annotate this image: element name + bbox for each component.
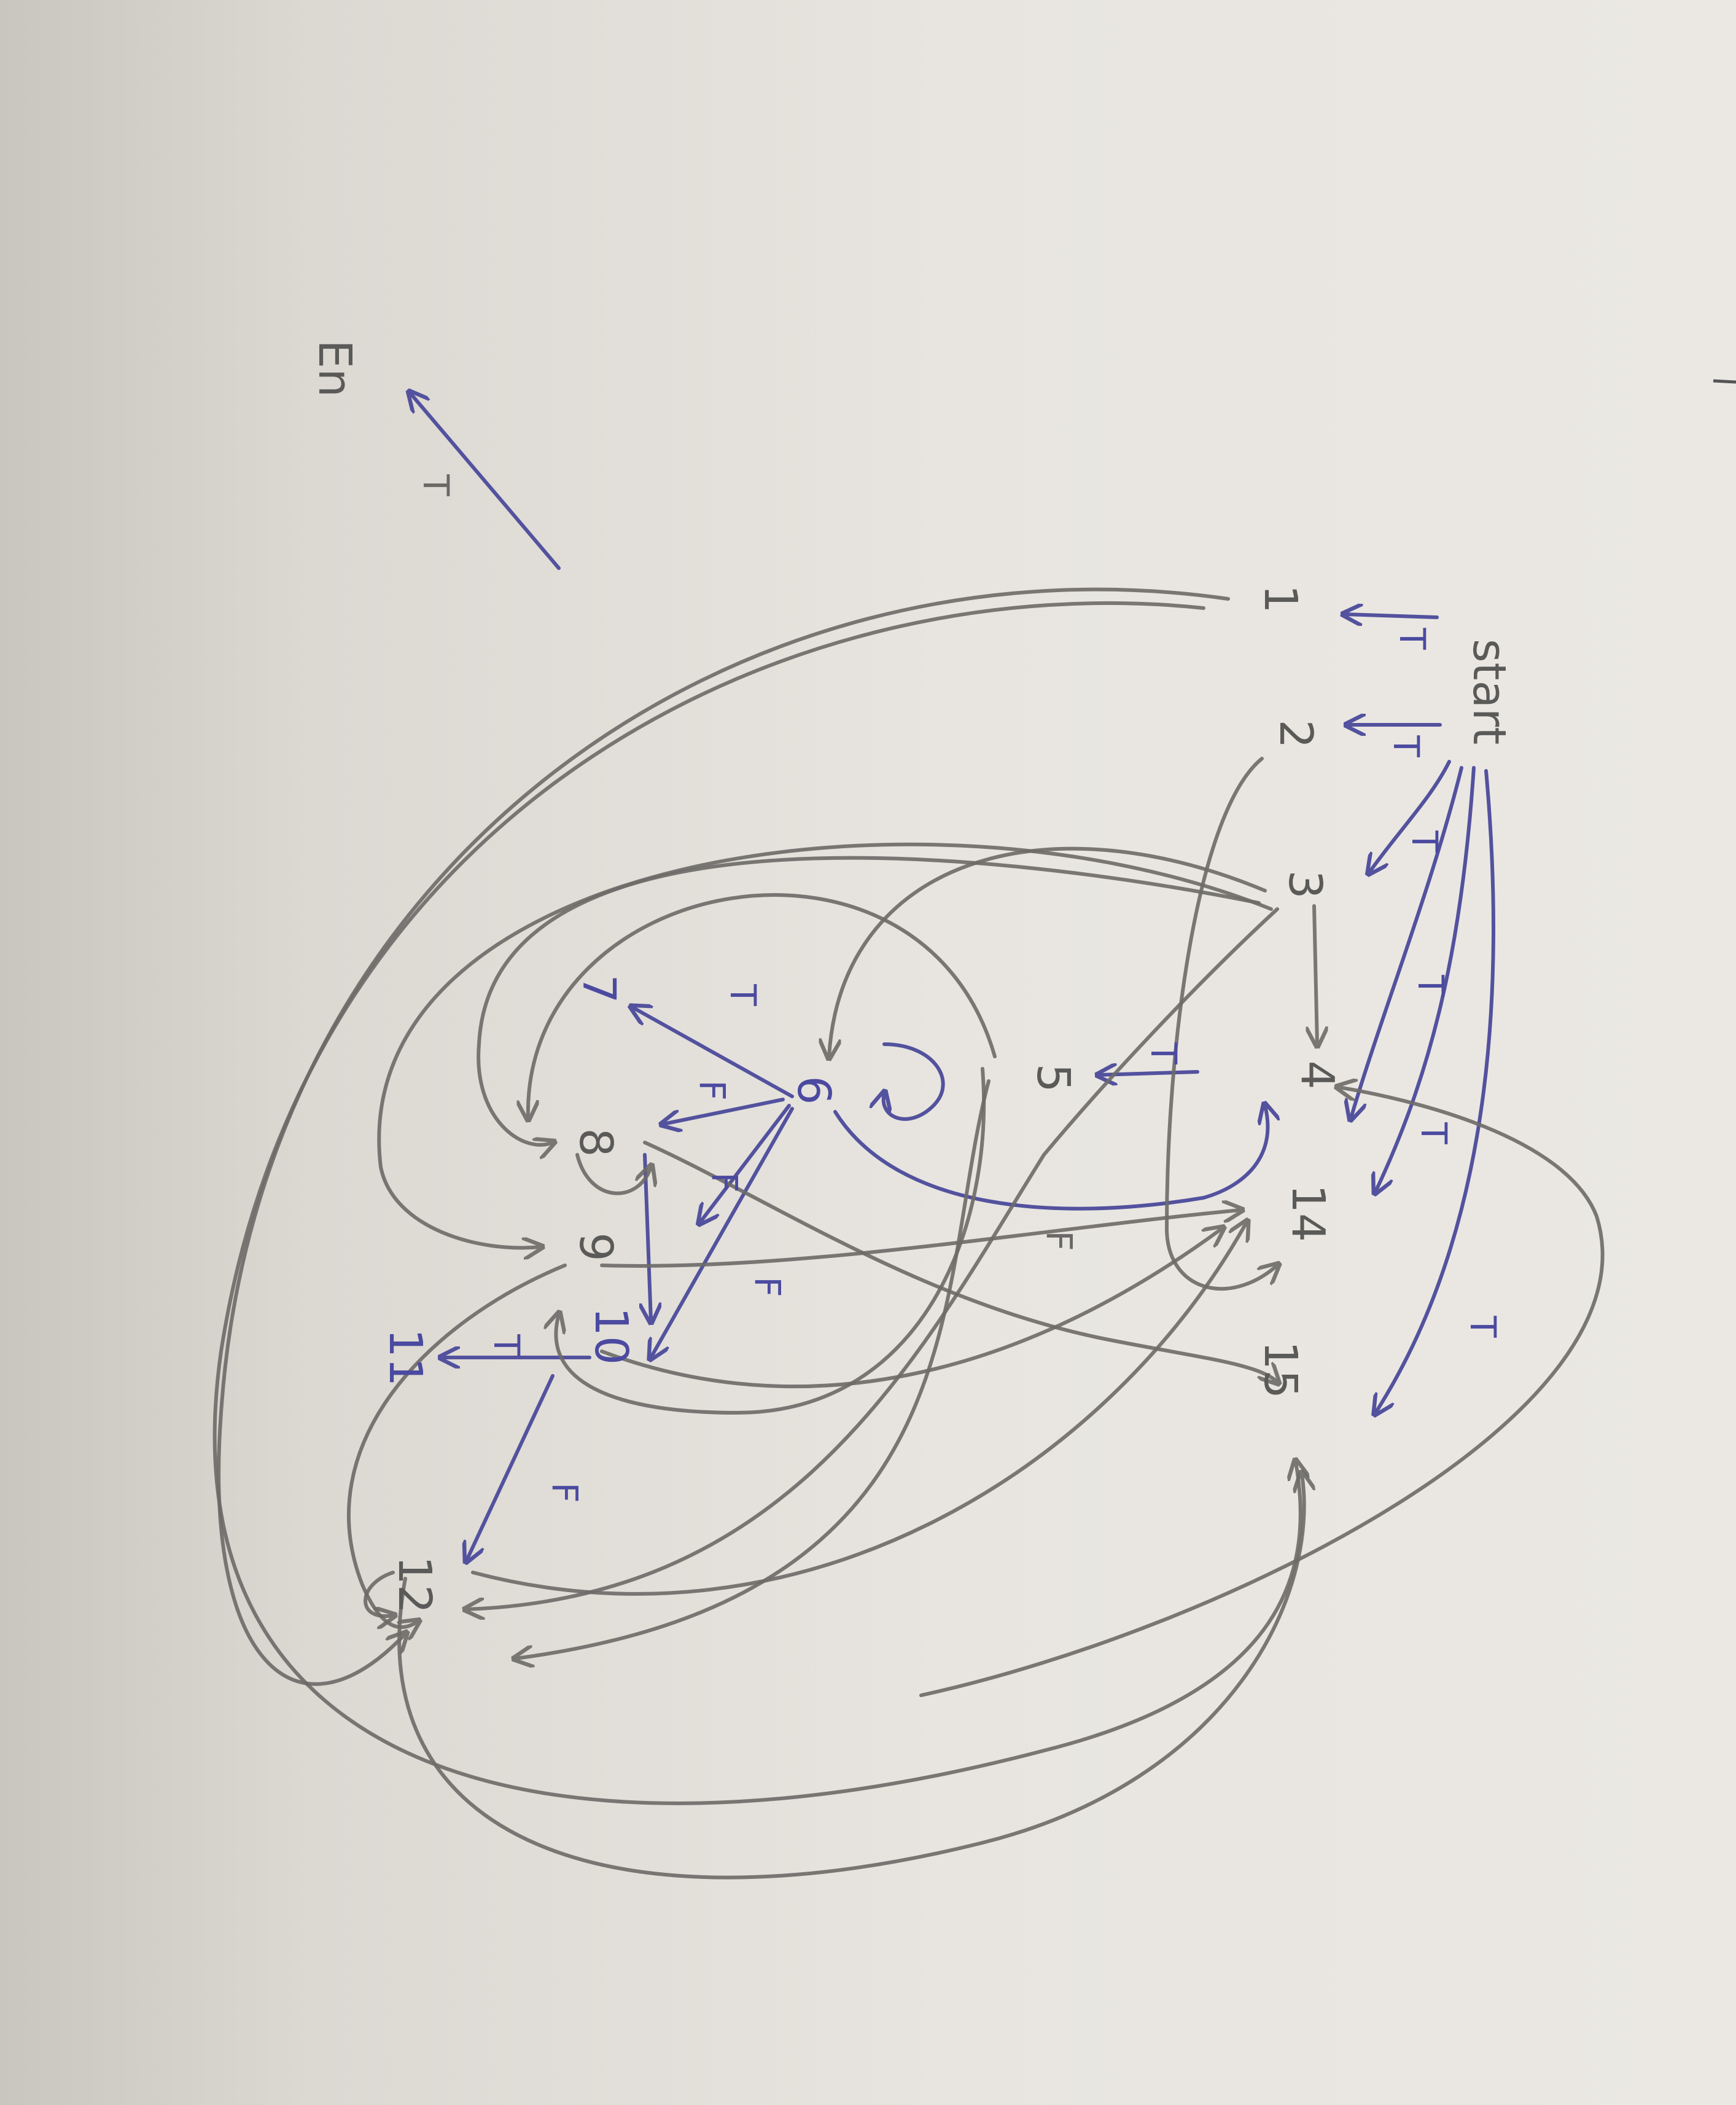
edge-start-3 xyxy=(1369,760,1451,872)
edge-6-9 xyxy=(700,1104,791,1222)
edge-6-7 xyxy=(633,1007,794,1098)
gray-edges xyxy=(212,587,1605,1880)
node-14: 14 xyxy=(1282,1184,1334,1242)
blue-edges xyxy=(410,393,1495,1560)
node-5: 5 xyxy=(1027,1063,1080,1092)
node-10: 10 xyxy=(585,1307,637,1365)
node-11: 11 xyxy=(379,1329,432,1386)
edge-3-9 xyxy=(377,842,1273,1248)
node-start: start xyxy=(1463,639,1516,744)
edge-12-14 xyxy=(471,1222,1247,1596)
node-3: 3 xyxy=(1279,870,1331,899)
edge-3-4 xyxy=(1314,904,1317,1044)
edge-start-1 xyxy=(1345,614,1439,617)
edge-label-6-9: F xyxy=(704,1172,745,1192)
edge-3-6 xyxy=(829,846,1267,1056)
edge-15-4 xyxy=(919,1087,1605,1697)
node-7: 7 xyxy=(572,974,625,1003)
edge-start-4 xyxy=(1351,766,1463,1118)
edge-label-10-12: F xyxy=(544,1482,586,1502)
edge-label-6-7: T xyxy=(722,983,764,1006)
edge-6-14 xyxy=(833,1106,1267,1211)
edge-8-self xyxy=(575,1153,651,1195)
node-8: 8 xyxy=(569,1128,622,1157)
edge-9-14 xyxy=(600,1210,1240,1268)
node-9: 9 xyxy=(569,1232,622,1261)
edge-label-10-11: T xyxy=(486,1334,527,1356)
node-12: 12 xyxy=(388,1556,441,1614)
edge-1-15-outer xyxy=(212,601,1301,1805)
edge-12-self xyxy=(364,1571,393,1616)
edge-start-15 xyxy=(1376,769,1495,1413)
node-1: 1 xyxy=(1254,584,1307,613)
edge-10-14 xyxy=(600,1228,1222,1389)
edge-label-start-end: T xyxy=(415,474,457,496)
edge-label-6-10: F xyxy=(747,1276,788,1297)
node-6: 6 xyxy=(787,1076,840,1104)
edge-label-start-15: T xyxy=(1462,1315,1504,1338)
edge-start-14 xyxy=(1376,766,1476,1192)
edge-label-start-2: T xyxy=(1385,735,1427,757)
edge-5-10 xyxy=(556,1067,986,1415)
edge-6-10 xyxy=(651,1107,794,1357)
edge-3-8 xyxy=(477,856,1261,1145)
edge-label-start-3: T xyxy=(1404,830,1446,853)
edge-6-self xyxy=(884,1042,945,1121)
edge-label-5-6: T xyxy=(1143,1042,1185,1064)
edge-5-8 xyxy=(528,893,997,1118)
edge-label-9-14: F xyxy=(1038,1230,1080,1251)
node-end: En xyxy=(308,340,361,397)
edge-3-12 xyxy=(467,907,1279,1609)
edge-label-6-8: F xyxy=(691,1080,733,1100)
edge-8-15 xyxy=(643,1141,1277,1382)
page-edge-mark xyxy=(1713,379,1736,384)
edge-6-8 xyxy=(663,1098,785,1124)
node-15: 15 xyxy=(1254,1341,1307,1399)
node-2: 2 xyxy=(1269,719,1322,748)
edge-label-start-1: T xyxy=(1392,627,1433,650)
nodes: start En 1 2 3 4 5 6 7 8 9 10 11 12 14 1… xyxy=(308,340,1516,1614)
edge-label-start-4: T xyxy=(1410,974,1452,997)
node-4: 4 xyxy=(1291,1060,1344,1089)
edge-labels: T T T T T T T T T F F F F T F xyxy=(415,474,1504,1502)
edge-10-12 xyxy=(467,1374,555,1560)
edge-label-start-14: T xyxy=(1413,1122,1455,1144)
edge-5-12 xyxy=(516,1079,991,1658)
edge-2-14 xyxy=(1164,757,1277,1291)
edge-start-to-end xyxy=(410,393,561,570)
